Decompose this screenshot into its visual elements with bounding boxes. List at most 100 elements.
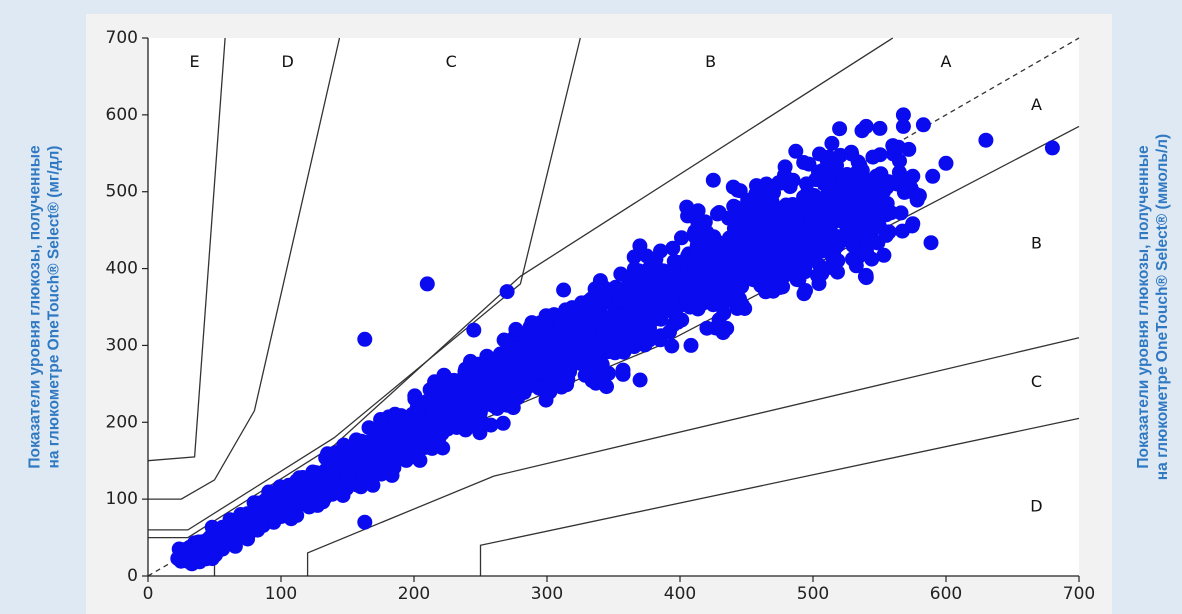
data-point	[923, 235, 939, 251]
data-point	[865, 149, 881, 165]
data-point	[357, 514, 373, 530]
data-point	[397, 424, 413, 440]
data-point	[821, 149, 837, 165]
data-point	[626, 249, 642, 265]
data-point	[748, 226, 764, 242]
x-tick-label: 500	[797, 584, 829, 604]
zone-line-D-C-left	[148, 37, 341, 500]
data-point	[617, 337, 632, 353]
data-point	[694, 294, 710, 310]
data-point	[562, 316, 577, 332]
data-point	[455, 420, 471, 436]
data-point	[705, 172, 721, 188]
data-point	[679, 199, 695, 215]
data-point	[613, 266, 629, 282]
data-point	[665, 240, 681, 256]
data-point	[419, 276, 435, 292]
data-point	[830, 264, 845, 280]
scatter-chart: E D C B A A B C D 0 100 200 300 400 500 600 700 0 100 200 30…	[106, 28, 1096, 604]
data-point	[508, 321, 524, 337]
data-point	[816, 208, 832, 224]
data-point	[816, 168, 832, 184]
data-point	[577, 367, 593, 383]
data-point	[208, 528, 223, 544]
data-point	[664, 338, 680, 354]
data-point	[514, 361, 530, 376]
data-point	[1044, 140, 1060, 156]
data-point	[810, 222, 825, 238]
data-point	[653, 243, 668, 259]
data-point	[777, 258, 793, 274]
data-point	[915, 117, 931, 133]
right-axis-title-line1: Показатели уровня глюкозы, полученные	[1135, 145, 1152, 469]
data-point	[758, 272, 774, 288]
data-point	[797, 259, 813, 275]
zone-label-B: B	[705, 52, 716, 71]
data-point	[557, 338, 573, 354]
data-point	[674, 230, 689, 246]
y-tick-label: 0	[127, 566, 138, 586]
data-point	[682, 299, 698, 315]
data-point	[895, 107, 911, 123]
data-point	[605, 343, 621, 358]
data-point	[632, 372, 648, 388]
data-point	[232, 529, 248, 545]
chart-area: E D C B A A B C D 0 100 200 300 400 500 600 700 0 100 200 30…	[86, 14, 1112, 614]
x-tick-label: 600	[930, 584, 962, 604]
data-point	[732, 291, 747, 307]
data-point	[579, 319, 595, 335]
data-point	[477, 374, 493, 390]
data-point	[492, 382, 508, 398]
data-point	[852, 168, 867, 184]
data-point	[938, 155, 954, 171]
data-point	[698, 263, 714, 279]
data-point	[835, 197, 851, 213]
zone-line-C-B-left	[148, 37, 581, 531]
data-point	[472, 425, 488, 441]
data-point	[787, 223, 803, 239]
data-point	[716, 305, 732, 321]
data-point	[858, 270, 874, 286]
data-point	[742, 243, 758, 259]
data-point	[785, 172, 801, 188]
data-point	[873, 167, 889, 183]
data-point	[466, 322, 482, 338]
data-point	[263, 507, 279, 523]
data-point	[407, 388, 423, 404]
data-point	[556, 282, 572, 298]
left-axis-title: Показатели уровня глюкозы, полученные на…	[10, 0, 80, 614]
data-point	[824, 135, 840, 151]
data-point	[485, 353, 501, 369]
data-point	[363, 454, 379, 470]
data-point	[699, 228, 715, 244]
data-point	[383, 431, 399, 447]
data-point	[584, 302, 600, 318]
data-point	[784, 201, 800, 217]
zone-label-A: A	[1031, 95, 1042, 114]
data-point	[454, 403, 470, 419]
data-point	[773, 279, 789, 295]
data-point	[632, 238, 648, 254]
data-point	[467, 398, 483, 414]
data-point	[898, 180, 914, 196]
data-point	[510, 389, 526, 405]
data-point	[905, 216, 921, 232]
data-point	[802, 195, 818, 211]
data-point	[466, 365, 481, 381]
left-axis-title-line2: на глюкометре OneTouch® Select® (мг/дл)	[46, 145, 63, 469]
data-point	[683, 337, 699, 353]
data-point	[335, 488, 351, 503]
y-tick-label: 100	[106, 489, 138, 509]
data-point	[398, 452, 414, 468]
data-point	[336, 437, 352, 453]
data-point	[195, 548, 211, 564]
zone-line-E-D-left	[147, 37, 226, 462]
data-point	[814, 266, 830, 282]
right-axis-title-line2: на глюкометре OneTouch® Select® (ммоль/л…	[1154, 133, 1171, 481]
data-point	[735, 257, 751, 273]
data-point	[531, 380, 547, 396]
y-tick-label: 500	[106, 182, 138, 202]
data-point	[859, 183, 875, 199]
data-point	[765, 218, 781, 234]
data-point	[483, 417, 499, 433]
